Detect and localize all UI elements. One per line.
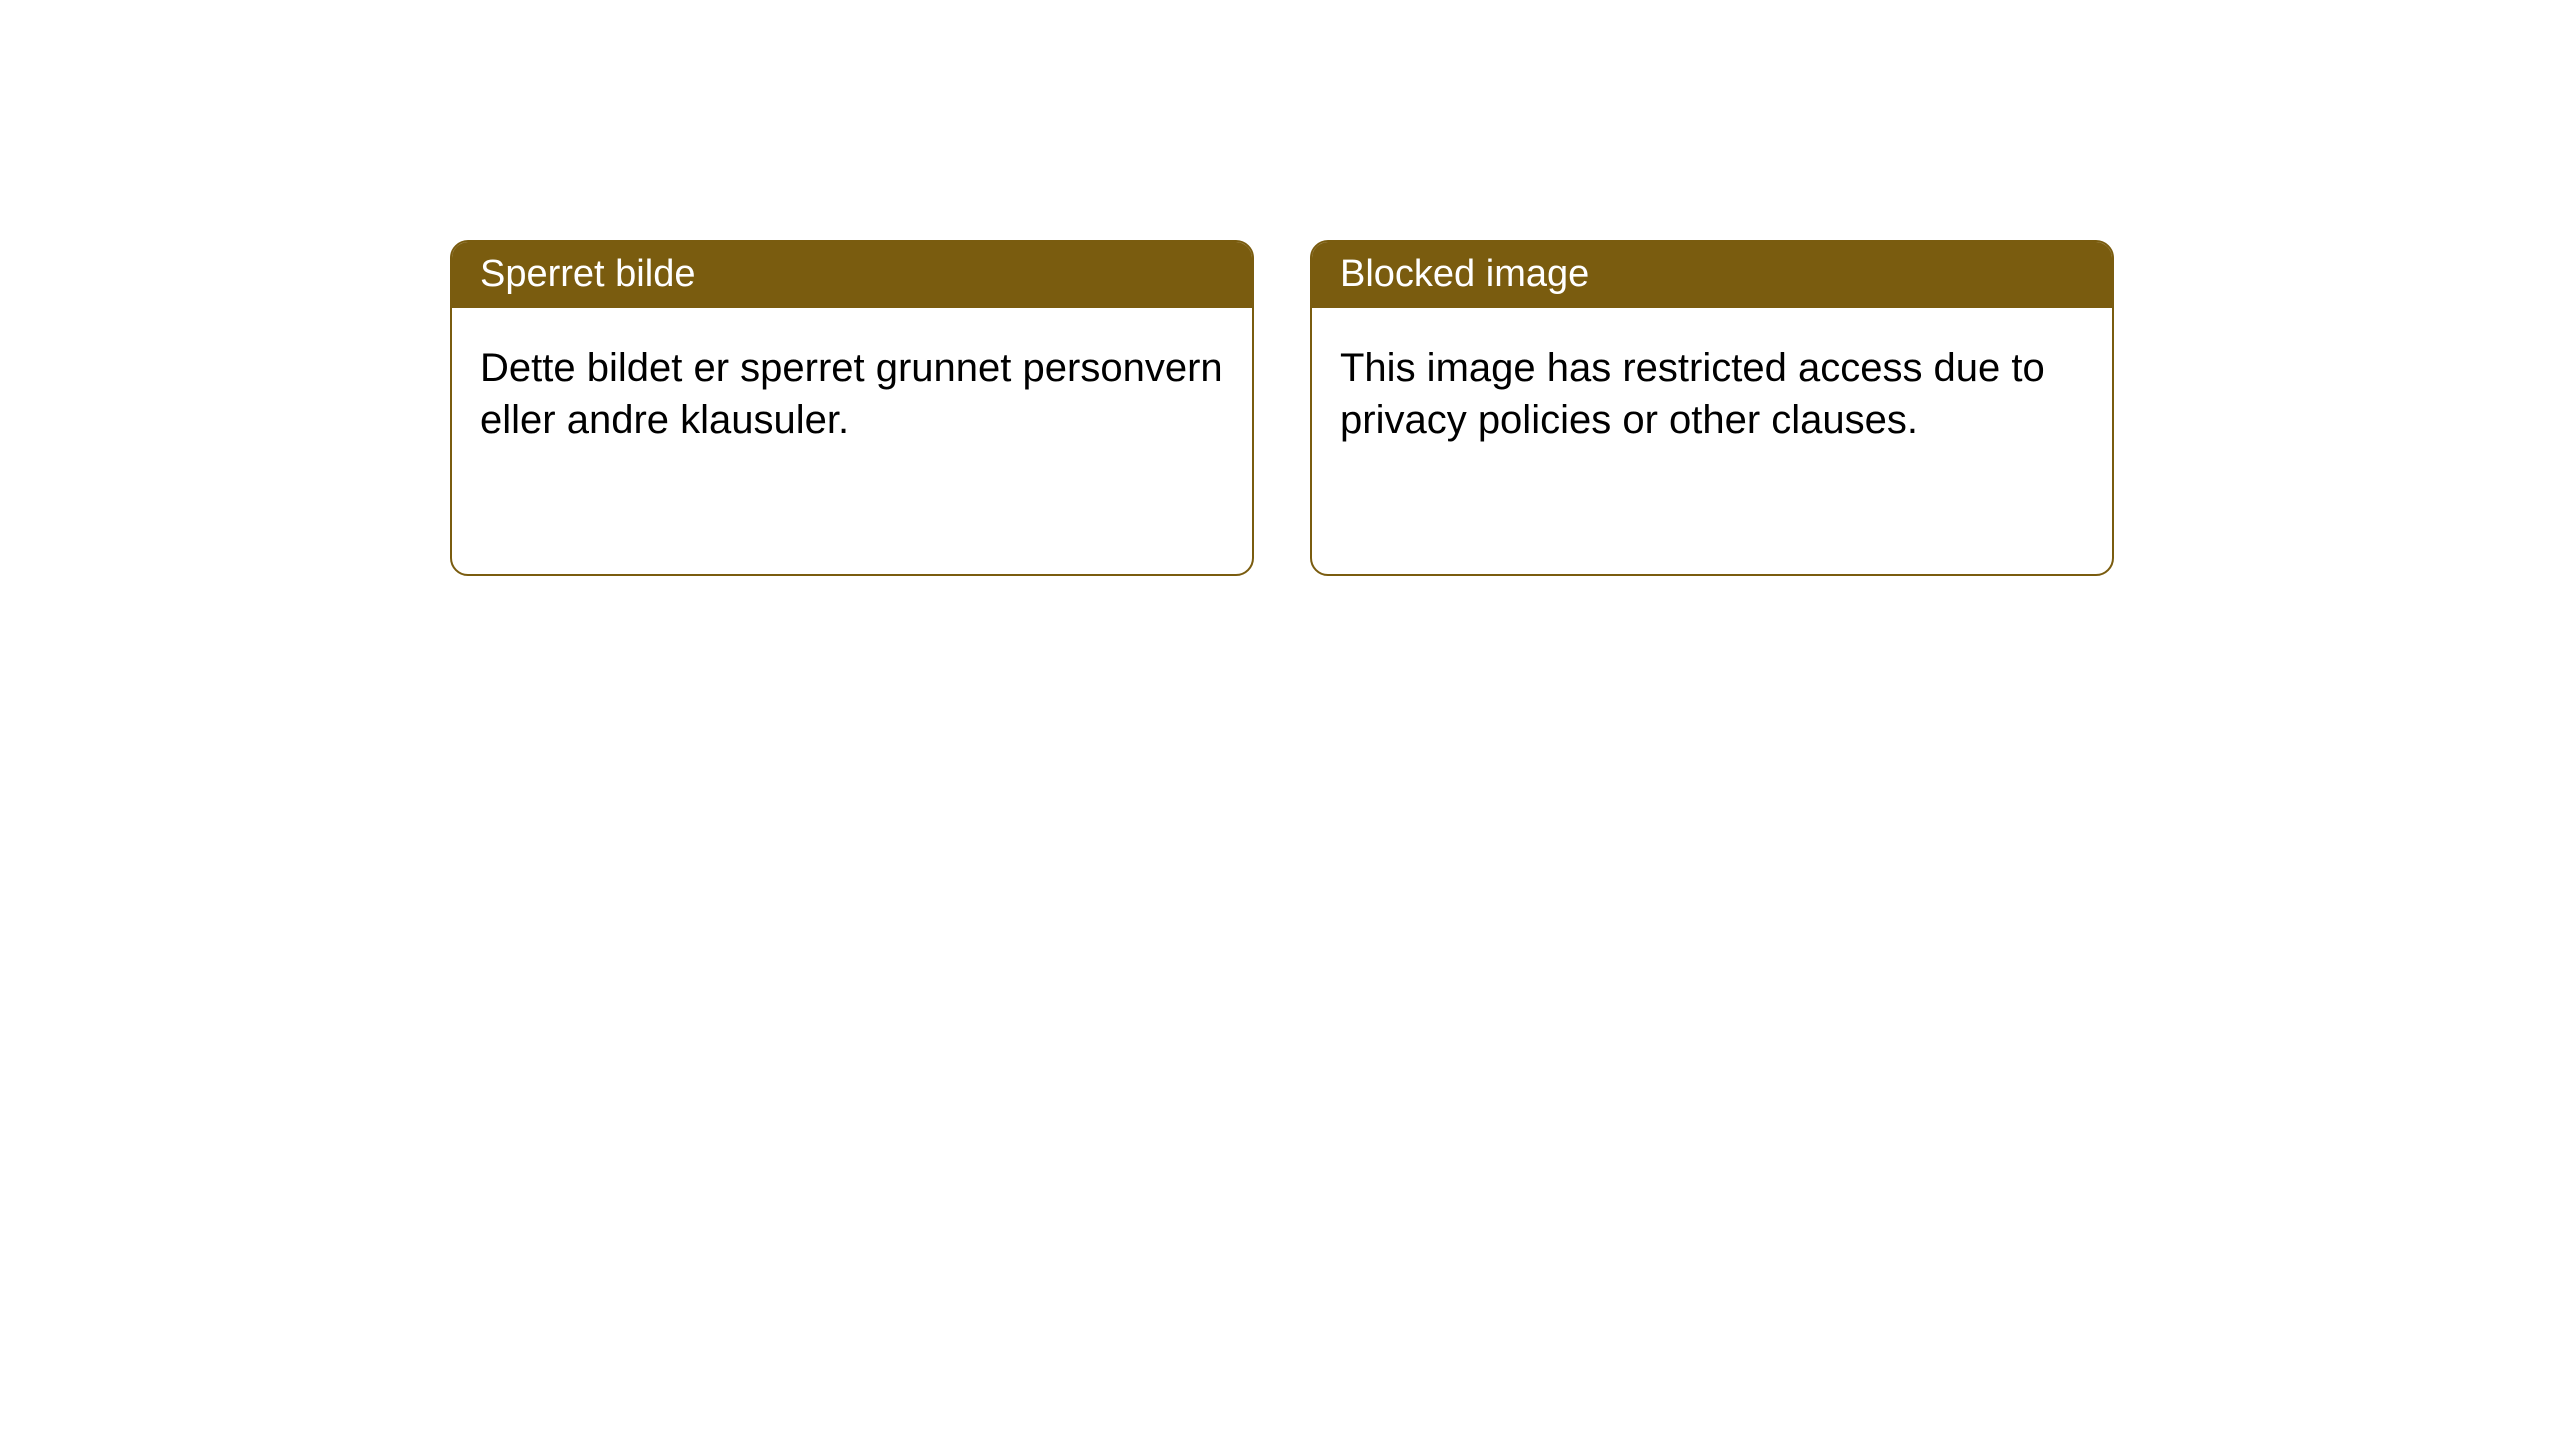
notice-card-title: Blocked image	[1340, 253, 1589, 295]
notice-card-english: Blocked image This image has restricted …	[1310, 240, 2114, 576]
notice-card-text: Dette bildet er sperret grunnet personve…	[480, 346, 1223, 442]
notice-card-body: This image has restricted access due to …	[1312, 308, 2112, 480]
notice-card-norwegian: Sperret bilde Dette bildet er sperret gr…	[450, 240, 1254, 576]
notice-cards-container: Sperret bilde Dette bildet er sperret gr…	[0, 0, 2560, 576]
notice-card-text: This image has restricted access due to …	[1340, 346, 2045, 442]
notice-card-title: Sperret bilde	[480, 253, 695, 295]
notice-card-header: Blocked image	[1312, 242, 2112, 308]
notice-card-body: Dette bildet er sperret grunnet personve…	[452, 308, 1252, 480]
notice-card-header: Sperret bilde	[452, 242, 1252, 308]
